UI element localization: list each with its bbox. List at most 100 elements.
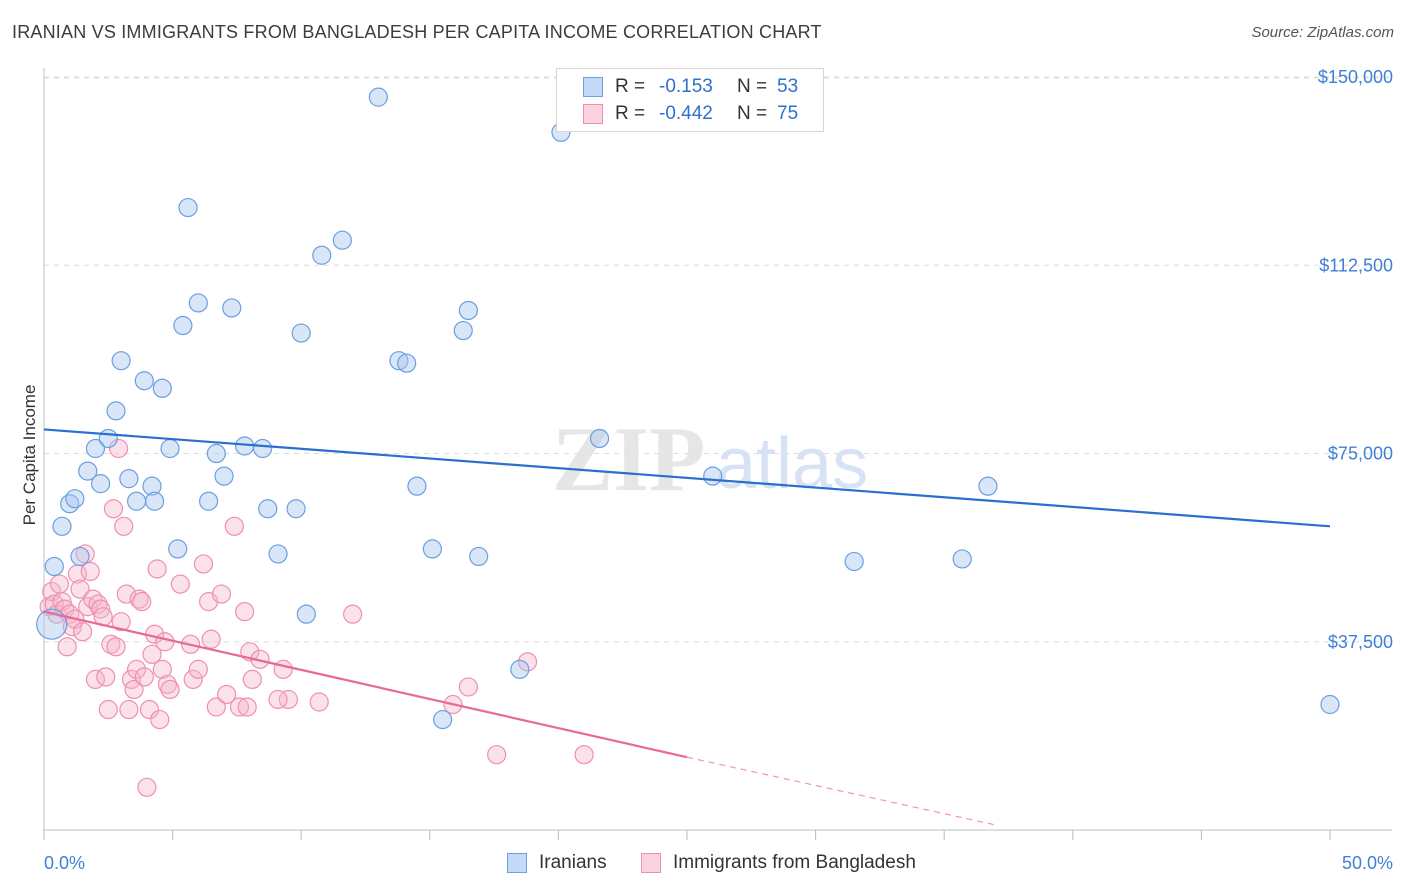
point-iranians bbox=[98, 428, 118, 449]
point-iranians bbox=[178, 197, 198, 218]
point-bangladesh bbox=[273, 659, 293, 679]
series-legend: Iranians Immigrants from Bangladesh bbox=[0, 852, 1406, 876]
point-bangladesh bbox=[183, 669, 203, 690]
point-bangladesh bbox=[124, 679, 144, 700]
point-bangladesh bbox=[126, 659, 147, 679]
point-iranians bbox=[268, 544, 288, 564]
point-bangladesh bbox=[157, 674, 178, 695]
point-bangladesh bbox=[160, 679, 180, 700]
watermark: ZIP atlas bbox=[552, 408, 868, 510]
point-iranians bbox=[453, 320, 473, 341]
legend-row-bangladesh: R = -0.442 N = 75 bbox=[583, 102, 798, 126]
point-iranians bbox=[703, 466, 723, 486]
point-bangladesh bbox=[147, 559, 167, 579]
point-iranians bbox=[144, 491, 165, 511]
trend-line-bangladesh-extension bbox=[686, 756, 996, 826]
point-bangladesh bbox=[343, 604, 363, 624]
point-bangladesh bbox=[98, 699, 118, 720]
point-bangladesh bbox=[119, 699, 139, 720]
legend-n-label: N = bbox=[737, 76, 768, 97]
point-iranians bbox=[206, 443, 226, 464]
point-iranians bbox=[433, 709, 453, 730]
point-bangladesh bbox=[106, 637, 126, 657]
point-iranians bbox=[85, 438, 106, 459]
point-bangladesh bbox=[574, 745, 594, 765]
legend-r-label: R = bbox=[615, 103, 646, 124]
point-iranians bbox=[222, 298, 242, 318]
point-iranians bbox=[188, 293, 208, 313]
point-iranians bbox=[160, 438, 180, 459]
point-bangladesh bbox=[193, 554, 214, 574]
legend-n-label: N = bbox=[737, 103, 768, 124]
point-iranians bbox=[397, 353, 417, 373]
legend-item-bangladesh[interactable]: Immigrants from Bangladesh bbox=[641, 852, 916, 874]
point-bangladesh bbox=[49, 574, 70, 594]
legend-item-iranians[interactable]: Iranians bbox=[507, 852, 607, 874]
point-bangladesh bbox=[72, 622, 93, 642]
point-bangladesh bbox=[101, 634, 121, 654]
point-iranians bbox=[173, 315, 193, 336]
point-iranians bbox=[152, 378, 172, 398]
chart-title: IRANIAN VS IMMIGRANTS FROM BANGLADESH PE… bbox=[12, 22, 822, 42]
point-bangladesh bbox=[139, 699, 160, 720]
legend-swatch-blue bbox=[583, 77, 603, 97]
point-bangladesh bbox=[237, 697, 257, 717]
point-bangladesh bbox=[90, 599, 111, 619]
point-bangladesh bbox=[137, 777, 157, 797]
point-iranians bbox=[106, 401, 126, 421]
point-iranians bbox=[389, 351, 409, 371]
point-bangladesh bbox=[188, 659, 208, 679]
point-iranians bbox=[458, 300, 478, 321]
x-tick-label-max: 50.0% bbox=[1342, 853, 1393, 873]
legend-swatch-bangladesh bbox=[641, 853, 661, 873]
point-bangladesh bbox=[224, 516, 244, 536]
point-bangladesh bbox=[201, 629, 221, 649]
point-iranians bbox=[510, 659, 530, 679]
legend-swatch-pink bbox=[583, 104, 603, 124]
points-bangladesh bbox=[39, 438, 594, 797]
point-bangladesh bbox=[517, 652, 538, 672]
point-bangladesh bbox=[211, 584, 232, 604]
point-bangladesh bbox=[75, 544, 95, 564]
point-iranians bbox=[291, 323, 311, 343]
point-iranians bbox=[1320, 694, 1340, 715]
axes bbox=[43, 68, 1392, 840]
legend-r-value: -0.153 bbox=[659, 76, 713, 97]
legend-swatch-iranians bbox=[507, 853, 527, 873]
point-iranians bbox=[199, 491, 219, 511]
point-iranians bbox=[119, 469, 139, 489]
point-bangladesh bbox=[458, 677, 478, 697]
point-iranians bbox=[258, 499, 278, 519]
point-iranians bbox=[44, 556, 64, 577]
point-bangladesh bbox=[268, 689, 288, 710]
point-iranians bbox=[422, 539, 442, 559]
x-tick-label-min: 0.0% bbox=[44, 853, 85, 873]
tick-labels: $37,500 $75,000 $112,500 $150,000 0.0% 50.0% bbox=[44, 67, 1393, 873]
point-iranians bbox=[978, 476, 998, 496]
point-iranians bbox=[36, 608, 68, 640]
grid-lines bbox=[44, 76, 1392, 643]
point-iranians bbox=[469, 546, 489, 567]
point-bangladesh bbox=[309, 692, 329, 712]
point-bangladesh bbox=[70, 579, 90, 599]
point-bangladesh bbox=[88, 594, 108, 614]
point-bangladesh bbox=[217, 684, 237, 705]
legend-row-iranians: R = -0.153 N = 53 bbox=[583, 75, 798, 99]
point-bangladesh bbox=[150, 709, 170, 730]
watermark-atlas: atlas bbox=[716, 424, 868, 504]
point-iranians bbox=[407, 476, 427, 496]
point-bangladesh bbox=[116, 584, 136, 604]
point-iranians bbox=[111, 351, 131, 371]
point-bangladesh bbox=[278, 689, 298, 710]
point-bangladesh bbox=[103, 499, 124, 519]
point-bangladesh bbox=[108, 438, 129, 459]
point-bangladesh bbox=[235, 602, 255, 622]
point-bangladesh bbox=[57, 637, 77, 657]
point-bangladesh bbox=[152, 659, 172, 679]
point-bangladesh bbox=[114, 516, 134, 536]
y-tick-label: $112,500 bbox=[1319, 255, 1393, 275]
y-axis-label: Per Capita Income bbox=[20, 385, 39, 526]
legend-n-value: 75 bbox=[777, 103, 799, 124]
point-iranians bbox=[214, 466, 234, 486]
